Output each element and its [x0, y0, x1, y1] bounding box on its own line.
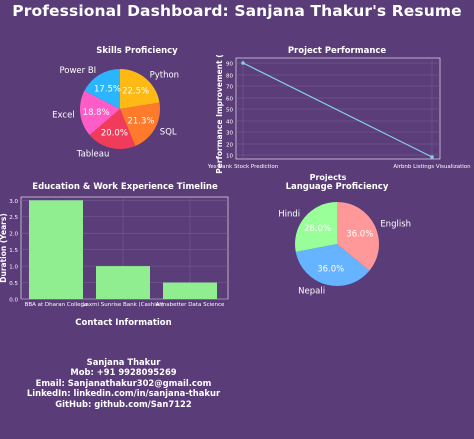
education-y-axis-label: Duration (Years) — [0, 213, 8, 283]
education-xtick-label: Laxmi Sunrise Bank (Cashier) — [82, 302, 163, 308]
contact-mobile: Mob: +91 9928095269 — [70, 367, 177, 378]
contact-name: Sanjana Thakur — [86, 357, 161, 367]
language-slice-nepali — [295, 244, 370, 286]
education-bar — [29, 200, 83, 299]
education-xtick-label: Almabetter Data Science — [156, 302, 225, 308]
project-ytick-label: 10 — [226, 154, 233, 160]
language-slice-label: Nepali — [298, 286, 325, 296]
language-pct-label: 36.0% — [317, 264, 344, 274]
project-xtick-label: Airbnb Listings Visualization — [393, 164, 471, 170]
education-bar-chart: 0.0 0.5 1.0 1.5 2.0 2.5 3.0 BBA at Dharan Colle… — [0, 196, 229, 308]
skills-slice-tableau — [89, 109, 136, 149]
project-ytick-label: 70 — [226, 85, 233, 91]
skills-slice-label: Excel — [52, 110, 75, 120]
language-pie-chart: 36.0% English 36.0% Nepali 28.0% Hindi — [278, 202, 411, 296]
skills-pct-label: 22.5% — [122, 87, 149, 97]
education-bar — [163, 282, 217, 299]
education-bar — [96, 266, 150, 299]
education-xtick-label: BBA at Dharan College — [25, 302, 88, 308]
education-ytick-label: 2.0 — [9, 232, 18, 238]
skills-slice-sql — [120, 102, 160, 146]
project-ytick-label: 30 — [226, 131, 233, 137]
project-point — [430, 155, 434, 159]
project-series-line — [242, 62, 433, 158]
contact-block: Sanjana Thakur Mob: +91 9928095269 Email… — [0, 357, 247, 409]
skills-pct-label: 20.0% — [101, 128, 128, 138]
project-line-chart: 90 80 70 60 50 40 30 20 10 Yes Bank Stock Predict… — [207, 55, 471, 182]
education-ytick-label: 1.5 — [9, 248, 18, 254]
language-chart-title: Language Proficiency — [285, 182, 389, 192]
project-ytick-label: 40 — [226, 120, 233, 126]
contact-title: Contact Information — [75, 318, 172, 328]
skills-pct-label: 21.3% — [127, 117, 154, 127]
project-ytick-label: 50 — [226, 108, 233, 114]
skills-slice-label: Tableau — [76, 149, 110, 159]
skills-slice-label: Power BI — [59, 66, 96, 76]
education-ytick-label: 0.0 — [9, 298, 18, 304]
project-x-axis-label: Projects — [310, 173, 347, 182]
skills-pct-label: 17.5% — [94, 85, 121, 95]
language-slice-label: Hindi — [278, 209, 300, 219]
skills-slice-label: SQL — [160, 127, 177, 137]
language-slice-english — [337, 202, 379, 271]
skills-pie-chart: 22.5%Python 21.3% SQL 20.0% Tableau 18.8% Exce… — [52, 66, 179, 159]
education-ytick-label: 2.5 — [9, 215, 18, 221]
project-chart-title: Project Performance — [287, 46, 387, 56]
education-chart-title: Education & Work Experience Timeline — [32, 182, 218, 192]
project-ytick-label: 20 — [226, 143, 233, 149]
page-title: Professional Dashboard: Sanjana Thakur's… — [12, 2, 462, 20]
language-pct-label: 28.0% — [304, 224, 331, 234]
project-ytick-label: 90 — [226, 62, 233, 68]
project-point — [241, 61, 245, 65]
skills-slice-power-bi — [84, 69, 120, 109]
project-ytick-label: 80 — [226, 74, 233, 80]
contact-linkedin: LinkedIn: linkedin.com/in/sanjana-thakur — [26, 388, 221, 399]
education-ytick-label: 3.0 — [9, 199, 18, 205]
language-slice-label: English — [380, 220, 411, 230]
education-ytick-label: 1.0 — [9, 265, 18, 271]
language-slice-hindi — [295, 202, 337, 252]
skills-slice-label: Python — [150, 70, 179, 80]
language-pct-label: 36.0% — [346, 229, 373, 239]
contact-email: Email: Sanjanathakur302@gmail.com — [35, 377, 212, 388]
skills-slice-python — [120, 69, 160, 109]
skills-slice-excel — [80, 90, 120, 136]
contact-github: GitHub: github.com/San7122 — [55, 398, 192, 409]
project-ytick-label: 60 — [226, 97, 233, 103]
education-ytick-label: 0.5 — [9, 281, 18, 287]
skills-pct-label: 18.8% — [83, 108, 110, 118]
skills-chart-title: Skills Proficiency — [96, 46, 178, 56]
project-xtick-label: Yes Bank Stock Prediction — [207, 164, 279, 170]
project-y-axis-label: Performance Improvement (%) — [215, 55, 224, 174]
